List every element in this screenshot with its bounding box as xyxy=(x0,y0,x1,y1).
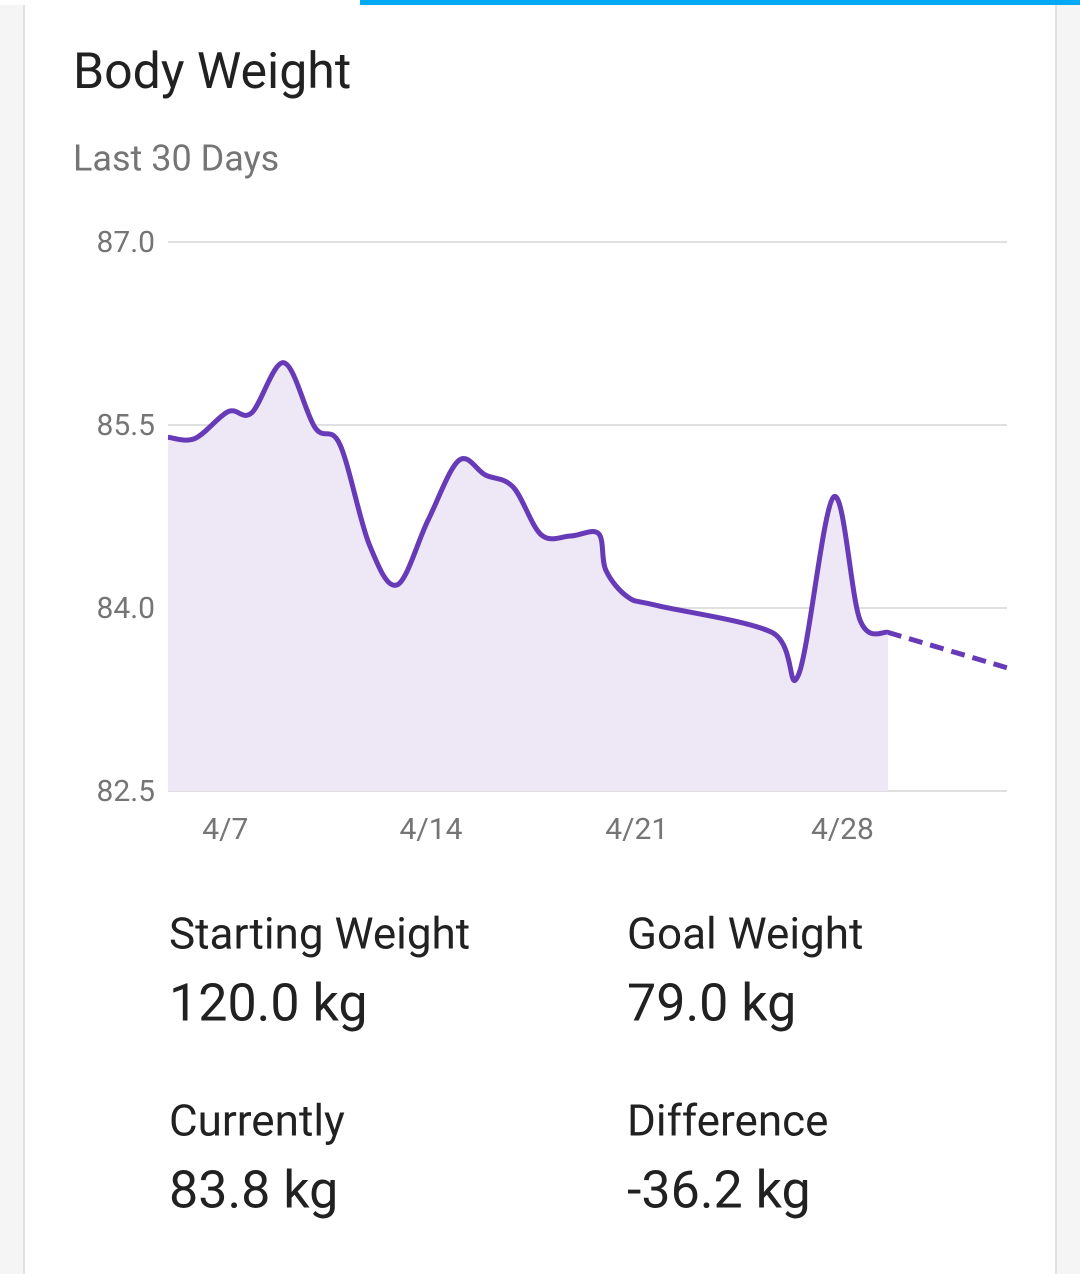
stats: Starting Weight 120.0 kg Goal Weight 79.0 k… xyxy=(169,908,863,1221)
stat-value: -36.2 kg xyxy=(627,1160,811,1221)
x-tick-label: 4/21 xyxy=(605,812,668,847)
x-tick-label: 4/28 xyxy=(811,812,874,847)
y-tick-label: 84.0 xyxy=(97,591,156,626)
stat-value: 83.8 kg xyxy=(169,1160,338,1221)
y-tick-label: 87.0 xyxy=(97,225,156,260)
card-subtitle: Last 30 Days xyxy=(73,138,279,180)
x-tick-label: 4/14 xyxy=(400,812,463,847)
line xyxy=(167,360,889,684)
projection-line xyxy=(887,630,1008,671)
progress-bar xyxy=(360,0,1080,5)
card-title: Body Weight xyxy=(73,43,351,101)
stat-label: Difference xyxy=(627,1095,828,1147)
stat-value: 79.0 kg xyxy=(627,973,796,1034)
progress-track xyxy=(0,0,360,5)
y-tick-label: 82.5 xyxy=(97,774,156,809)
y-tick-label: 85.5 xyxy=(97,408,156,443)
stat-label: Starting Weight xyxy=(169,908,470,960)
stat-label: Goal Weight xyxy=(627,908,863,960)
x-tick-label: 4/7 xyxy=(202,812,248,847)
stat-label: Currently xyxy=(169,1095,345,1147)
stat-value: 120.0 kg xyxy=(169,973,368,1034)
